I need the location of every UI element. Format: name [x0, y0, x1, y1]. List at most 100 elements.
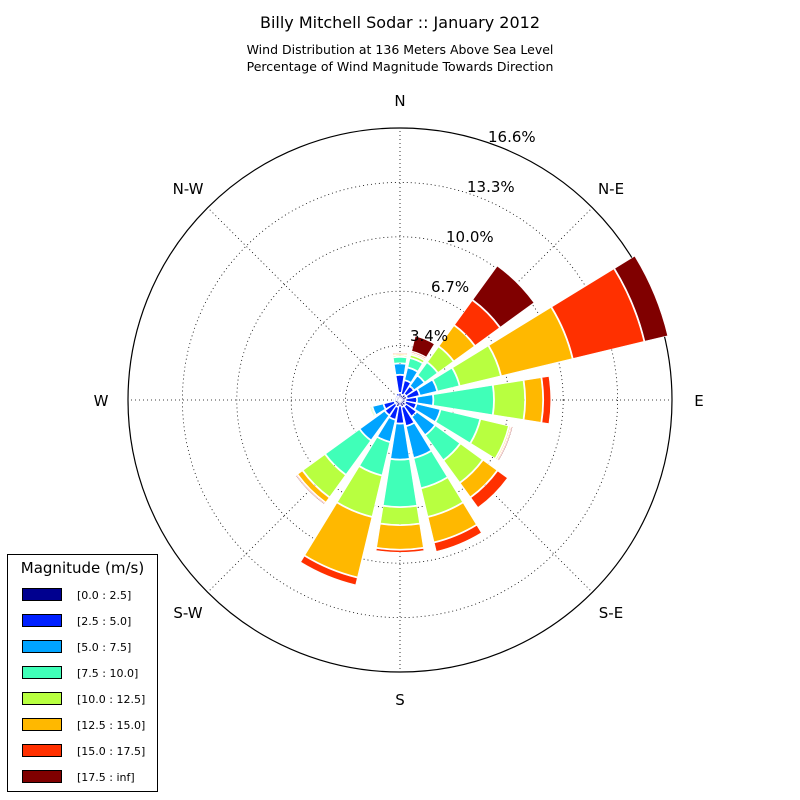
- wind-bar-segment: [406, 422, 432, 458]
- wind-bar-segment: [470, 419, 509, 459]
- wind-bar-segment: [399, 399, 406, 406]
- legend-label: [12.5 : 15.0]: [77, 719, 146, 732]
- grid-ring: [236, 236, 564, 564]
- wind-bar-segment: [405, 397, 417, 403]
- wind-bar-segment: [372, 403, 386, 415]
- legend-swatch: [22, 718, 62, 731]
- wind-bar-segment: [425, 425, 461, 461]
- legend-label: [5.0 : 7.5]: [77, 641, 132, 654]
- direction-label: S: [395, 691, 405, 709]
- grid-spoke: [207, 207, 401, 401]
- wind-bar-segment: [433, 385, 494, 415]
- legend-swatch: [22, 666, 62, 679]
- wind-bar-segment: [523, 377, 543, 423]
- direction-label: N: [394, 92, 405, 110]
- wind-bar-segment: [376, 523, 424, 550]
- chart-subtitle-line-1: Wind Distribution at 136 Meters Above Se…: [247, 42, 554, 57]
- legend-swatch: [22, 614, 62, 627]
- legend-item: [15.0 : 17.5]: [20, 744, 155, 760]
- wind-bars: [295, 255, 669, 586]
- legend-swatch: [22, 588, 62, 601]
- legend-item: [7.5 : 10.0]: [20, 666, 155, 682]
- direction-label: N-W: [173, 180, 204, 198]
- wind-bar-segment: [404, 386, 414, 396]
- wind-bar-segment: [409, 375, 425, 391]
- direction-label: S-E: [599, 604, 623, 622]
- direction-label: W: [94, 392, 109, 410]
- wind-bar-segment: [397, 396, 401, 401]
- wind-bar-segment: [404, 404, 417, 417]
- legend-item: [0.0 : 2.5]: [20, 588, 155, 604]
- wind-bar-segment: [297, 470, 330, 503]
- legend-swatch: [22, 692, 62, 705]
- wind-bar-segment: [551, 268, 645, 359]
- direction-label: S-W: [173, 604, 202, 622]
- radial-tick-label: 13.3%: [467, 178, 515, 196]
- wind-bar-segment: [295, 474, 326, 505]
- axis-labels: N N-E E S-E S S-W W N-W 3.4% 6.7% 10.0% 13.3% 16.6%: [94, 92, 704, 709]
- wind-bar-segment: [432, 367, 460, 392]
- wind-bar-segment: [399, 399, 404, 407]
- wind-bar-segment: [410, 353, 426, 361]
- wind-bar-segment: [427, 346, 454, 373]
- wind-bar-segment: [392, 398, 395, 402]
- wind-bar-segment: [392, 357, 408, 364]
- wind-bar-segment: [382, 459, 418, 507]
- wind-bar-segment: [488, 307, 573, 376]
- wind-bar-segment: [470, 470, 508, 508]
- wind-bar-segment: [304, 502, 373, 578]
- legend-label: [17.5 : inf]: [77, 771, 135, 784]
- wind-bar-segment: [495, 425, 511, 460]
- legend: Magnitude (m/s) [0.0 : 2.5] [2.5 : 5.0] [5…: [7, 554, 158, 792]
- wind-bar-segment: [396, 393, 400, 397]
- legend-item: [10.0 : 12.5]: [20, 692, 155, 708]
- wind-bar-segment: [399, 394, 406, 401]
- wind-bar-segment: [398, 393, 402, 401]
- legend-label: [10.0 : 12.5]: [77, 693, 146, 706]
- wind-bar-segment: [395, 395, 398, 398]
- wind-bar-segment: [369, 406, 375, 417]
- wind-bar-segment: [435, 409, 481, 444]
- radial-tick-label: 16.6%: [488, 128, 536, 146]
- direction-label: N-E: [598, 180, 624, 198]
- wind-bar-segment: [389, 406, 399, 420]
- legend-item: [5.0 : 7.5]: [20, 640, 155, 656]
- wind-bar-segment: [472, 265, 535, 328]
- wind-bar-segment: [417, 379, 438, 396]
- wind-bar-segment: [359, 410, 390, 441]
- grid-ring: [181, 181, 619, 619]
- wind-bar-segment: [411, 335, 435, 358]
- wind-bar-segment: [380, 506, 420, 525]
- wind-bar-segment: [407, 358, 423, 372]
- wind-bar-segment: [377, 417, 396, 442]
- wind-bar-segment: [413, 450, 448, 488]
- radial-tick-label: 6.7%: [431, 278, 469, 296]
- wind-bar-segment: [375, 548, 425, 553]
- radial-tick-label: 10.0%: [446, 228, 494, 246]
- wind-bar-segment: [414, 403, 441, 422]
- legend-label: [15.0 : 17.5]: [77, 745, 146, 758]
- direction-label: E: [694, 392, 703, 410]
- wind-bar-segment: [404, 367, 418, 383]
- wind-bar-segment: [459, 459, 498, 498]
- wind-bar-segment: [395, 375, 405, 393]
- wind-bar-segment: [420, 477, 463, 517]
- legend-swatch: [22, 744, 62, 757]
- wind-bar-segment: [394, 399, 401, 403]
- grid-spoke: [399, 399, 593, 593]
- legend-item: [2.5 : 5.0]: [20, 614, 155, 630]
- wind-bar-segment: [614, 255, 669, 342]
- legend-title: Magnitude (m/s): [20, 559, 145, 577]
- legend-swatch: [22, 640, 62, 653]
- wind-bar-segment: [401, 380, 411, 396]
- wind-bar-segment: [417, 394, 434, 406]
- wind-bar-segment: [399, 396, 407, 401]
- chart-title: Billy Mitchell Sodar :: January 2012: [260, 13, 540, 32]
- outer-circle: [127, 127, 673, 673]
- wind-bar-segment: [438, 325, 475, 362]
- legend-label: [2.5 : 5.0]: [77, 615, 132, 628]
- wind-bar-segment: [392, 355, 408, 358]
- wind-bar-segment: [411, 351, 427, 359]
- radial-tick-label: 3.4%: [410, 327, 448, 345]
